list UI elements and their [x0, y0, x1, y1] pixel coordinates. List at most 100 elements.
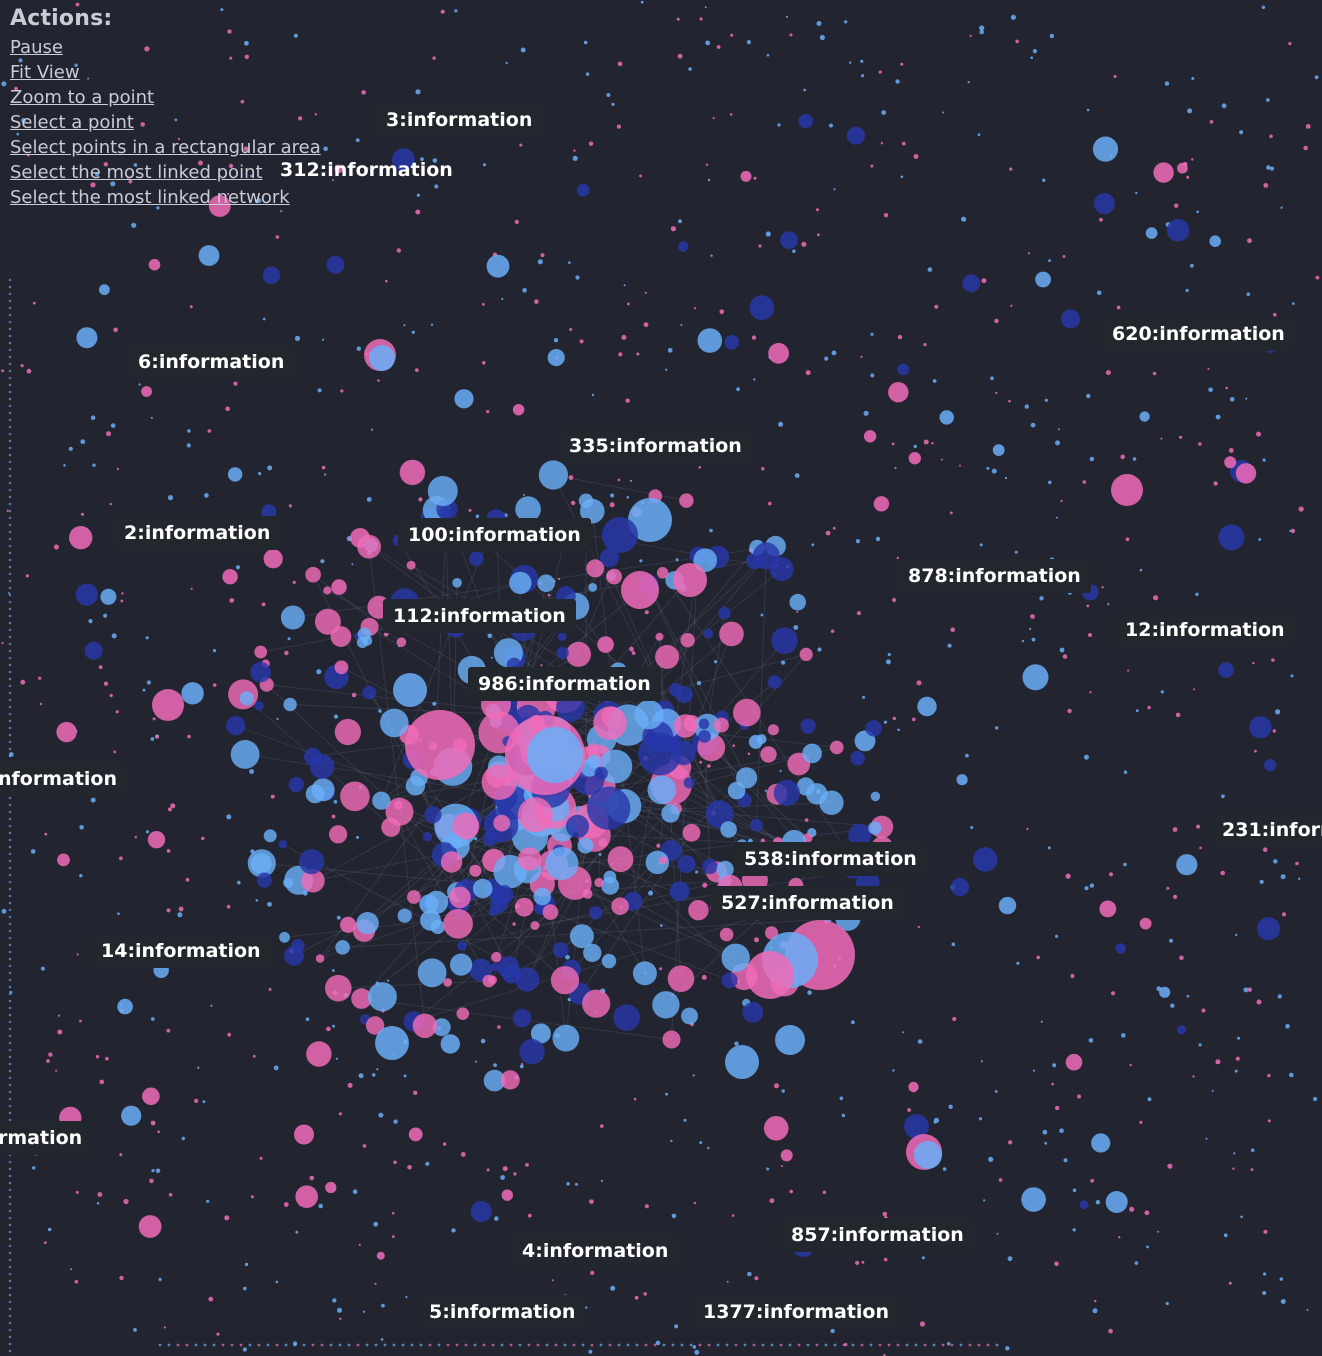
graph-node[interactable]: [442, 1142, 447, 1146]
graph-node[interactable]: [309, 1175, 315, 1181]
graph-node[interactable]: [627, 302, 630, 306]
graph-node[interactable]: [8, 1209, 12, 1213]
graph-node[interactable]: [227, 1032, 232, 1037]
graph-node[interactable]: [582, 989, 611, 1018]
graph-node[interactable]: [288, 504, 292, 508]
graph-node[interactable]: [1042, 178, 1046, 182]
graph-node[interactable]: [545, 847, 579, 880]
graph-node[interactable]: [186, 443, 191, 448]
graph-node[interactable]: [797, 1343, 801, 1347]
graph-node[interactable]: [1139, 1120, 1143, 1124]
graph-node[interactable]: [56, 721, 77, 743]
graph-node[interactable]: [1277, 994, 1283, 999]
graph-node[interactable]: [123, 1198, 129, 1205]
graph-node[interactable]: [121, 1105, 142, 1126]
graph-node[interactable]: [8, 1188, 12, 1192]
graph-node[interactable]: [8, 852, 12, 856]
graph-node[interactable]: [830, 1328, 835, 1334]
graph-node[interactable]: [283, 1202, 289, 1207]
graph-node[interactable]: [1134, 1261, 1139, 1265]
graph-node[interactable]: [242, 1347, 247, 1352]
graph-node[interactable]: [87, 77, 90, 80]
graph-node[interactable]: [77, 21, 81, 24]
graph-node[interactable]: [1105, 1191, 1128, 1213]
graph-node[interactable]: [8, 1055, 12, 1059]
graph-node[interactable]: [638, 732, 682, 776]
graph-node[interactable]: [851, 1020, 855, 1025]
graph-node[interactable]: [831, 350, 837, 356]
graph-node[interactable]: [177, 137, 180, 141]
graph-node[interactable]: [206, 1199, 210, 1203]
graph-node[interactable]: [301, 869, 325, 893]
graph-node[interactable]: [1246, 292, 1251, 297]
graph-node[interactable]: [932, 379, 937, 383]
graph-node[interactable]: [1135, 709, 1139, 713]
graph-node[interactable]: [95, 1055, 100, 1059]
graph-node[interactable]: [393, 673, 427, 707]
graph-node[interactable]: [1213, 481, 1218, 486]
graph-node[interactable]: [8, 677, 12, 681]
graph-node[interactable]: [704, 6, 707, 9]
graph-node[interactable]: [675, 558, 679, 562]
graph-node[interactable]: [332, 1024, 335, 1028]
graph-node[interactable]: [841, 1113, 846, 1118]
graph-node[interactable]: [96, 1202, 100, 1205]
graph-node[interactable]: [8, 950, 12, 954]
graph-node[interactable]: [833, 188, 836, 191]
graph-node[interactable]: [881, 110, 887, 115]
graph-node[interactable]: [1254, 749, 1257, 753]
graph-node[interactable]: [68, 446, 73, 451]
graph-node[interactable]: [1208, 387, 1213, 393]
graph-node[interactable]: [419, 894, 439, 914]
graph-node[interactable]: [598, 853, 602, 856]
graph-node[interactable]: [8, 915, 12, 919]
graph-node[interactable]: [27, 153, 30, 157]
graph-node[interactable]: [8, 922, 12, 926]
graph-node[interactable]: [8, 1328, 12, 1332]
graph-node[interactable]: [243, 1286, 247, 1291]
graph-node[interactable]: [778, 421, 784, 427]
graph-node[interactable]: [907, 1108, 911, 1112]
graph-node[interactable]: [8, 1174, 12, 1178]
graph-node[interactable]: [141, 386, 153, 397]
graph-node[interactable]: [887, 652, 891, 657]
graph-node[interactable]: [554, 1343, 558, 1347]
graph-node[interactable]: [1262, 458, 1266, 462]
graph-node[interactable]: [519, 143, 523, 147]
graph-node[interactable]: [263, 549, 283, 569]
graph-node[interactable]: [1220, 870, 1225, 876]
graph-node[interactable]: [44, 832, 48, 836]
graph-node[interactable]: [8, 551, 12, 555]
graph-node[interactable]: [380, 1338, 384, 1341]
graph-node[interactable]: [166, 1028, 171, 1033]
graph-node[interactable]: [230, 740, 260, 769]
graph-node[interactable]: [525, 1163, 529, 1167]
graph-node[interactable]: [942, 111, 945, 114]
graph-node[interactable]: [197, 1066, 200, 1070]
graph-node[interactable]: [413, 1090, 418, 1096]
graph-node[interactable]: [8, 530, 12, 534]
graph-node[interactable]: [356, 912, 379, 935]
graph-node[interactable]: [373, 1221, 379, 1227]
graph-node[interactable]: [917, 925, 920, 929]
graph-node[interactable]: [599, 1343, 603, 1347]
graph-node[interactable]: [1105, 370, 1111, 376]
graph-node[interactable]: [753, 378, 756, 381]
graph-node[interactable]: [170, 803, 176, 809]
graph-node[interactable]: [1065, 1053, 1083, 1071]
graph-node[interactable]: [585, 1306, 588, 1309]
graph-node[interactable]: [8, 656, 12, 660]
graph-node[interactable]: [82, 14, 86, 17]
graph-node[interactable]: [1021, 639, 1025, 643]
graph-node[interactable]: [892, 716, 896, 721]
graph-node[interactable]: [1021, 1187, 1046, 1212]
graph-node[interactable]: [804, 818, 809, 822]
graph-node[interactable]: [819, 790, 844, 815]
graph-node[interactable]: [333, 800, 338, 804]
graph-node[interactable]: [1065, 873, 1071, 879]
graph-node[interactable]: [372, 791, 391, 810]
graph-node[interactable]: [47, 1227, 52, 1232]
graph-node[interactable]: [1111, 474, 1143, 506]
graph-node[interactable]: [250, 1195, 254, 1199]
graph-node[interactable]: [888, 382, 909, 403]
